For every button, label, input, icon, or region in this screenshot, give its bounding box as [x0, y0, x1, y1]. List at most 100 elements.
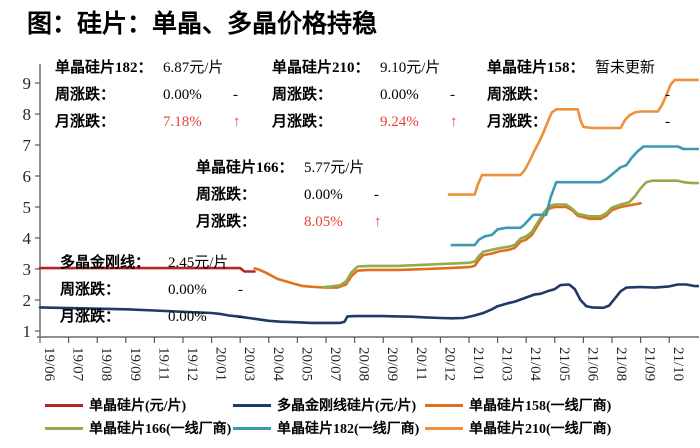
- legend-item: 单晶硅片166(一线厂商): [45, 417, 231, 439]
- legend-label: 多晶金刚线硅片(元/片): [277, 399, 417, 414]
- y-tick-label: 3: [23, 260, 32, 279]
- legend-label: 单晶硅片166(一线厂商): [89, 422, 232, 437]
- annotation-row: 月涨跌： 7.18% ↑: [55, 109, 273, 136]
- annotation-value: 9.24%: [380, 114, 419, 130]
- x-tick-label: 19/11: [155, 347, 171, 381]
- x-tick-label: 21/05: [556, 347, 572, 381]
- y-tick-label: 6: [23, 167, 32, 186]
- annotation-value: 暂未更新: [595, 60, 656, 76]
- x-tick-label: 19/08: [98, 347, 114, 381]
- annotation-value: 5.77元/片: [304, 160, 365, 176]
- legend-row: 单晶硅片(元/片) 多晶金刚线硅片(元/片) 单晶硅片158(一线厂商): [0, 394, 700, 416]
- annotation-label: 周涨跌：: [60, 282, 121, 298]
- flat-dash-mark: -: [665, 114, 670, 130]
- legend-item: 多晶金刚线硅片(元/片): [233, 394, 416, 416]
- annotation-label: 月涨跌：: [55, 114, 116, 130]
- flat-dash-mark: -: [450, 87, 455, 103]
- annotation-value: 0.00%: [304, 187, 343, 203]
- x-tick-label: 20/12: [441, 347, 457, 381]
- annotation-row: 月涨跌： -: [487, 109, 693, 136]
- annotation-row: 周涨跌： -: [487, 82, 693, 109]
- legend-line-swatch: [233, 403, 271, 407]
- legend-line-swatch: [45, 403, 83, 407]
- flat-dash-mark: -: [238, 282, 243, 298]
- annotation-label: 多晶金刚线：: [60, 255, 151, 271]
- annotation-value: 0.00%: [163, 87, 202, 103]
- x-tick-label: 19/06: [41, 347, 57, 382]
- annotation-mono182: 单晶硅片182： 6.87元/片 周涨跌： 0.00% - 月涨跌： 7.18% ↑: [55, 55, 273, 136]
- flat-dash-mark: -: [374, 187, 379, 203]
- x-tick-label: 20/05: [298, 347, 314, 381]
- annotation-label: 单晶硅片210：: [272, 60, 370, 76]
- up-arrow-icon: ↑: [233, 114, 241, 130]
- legend-item: 单晶硅片(元/片): [45, 394, 186, 416]
- annotation-label: 月涨跌：: [272, 114, 333, 130]
- x-tick-label: 21/06: [584, 347, 600, 382]
- legend-label: 单晶硅片210(一线厂商): [469, 422, 612, 437]
- x-tick-label: 21/04: [527, 347, 543, 382]
- annotation-label: 单晶硅片166：: [196, 160, 294, 176]
- x-tick-label: 20/07: [327, 347, 343, 382]
- x-tick-label: 21/08: [613, 347, 629, 381]
- legend-line-swatch: [425, 403, 463, 407]
- annotation-mono166: 单晶硅片166： 5.77元/片周涨跌： 0.00% - 月涨跌： 8.05% ↑: [196, 155, 414, 236]
- x-tick-label: 21/10: [670, 347, 686, 381]
- legend-label: 单晶硅片(元/片): [89, 399, 187, 414]
- figure-title: 图：硅片：单晶、多晶价格持稳: [27, 10, 378, 38]
- annotation-label: 单晶硅片182：: [55, 60, 153, 76]
- annotation-row: 周涨跌： 0.00% -: [272, 82, 484, 109]
- annotation-row: 周涨跌： 0.00% -: [60, 277, 270, 304]
- x-tick-label: 20/01: [213, 347, 229, 381]
- annotation-label: 月涨跌：: [196, 214, 257, 230]
- annotation-label: 单晶硅片158：: [487, 60, 585, 76]
- annotation-row: 月涨跌： 9.24% ↑: [272, 109, 484, 136]
- y-tick-label: 5: [23, 198, 32, 217]
- y-tick-label: 2: [23, 291, 32, 310]
- series-单晶硅片182(一线厂商): [450, 145, 700, 247]
- flat-dash-mark: -: [665, 87, 670, 103]
- legend-line-swatch: [45, 426, 83, 430]
- legend-line-swatch: [425, 426, 463, 430]
- annotation-value: 9.10元/片: [380, 60, 441, 76]
- legend-item: 单晶硅片210(一线厂商): [425, 417, 611, 439]
- annotation-row: 单晶硅片182： 6.87元/片: [55, 55, 273, 82]
- annotation-value: 0.00%: [168, 309, 207, 325]
- x-tick-label: 20/11: [413, 347, 429, 381]
- annotation-mono158: 单晶硅片158： 暂未更新周涨跌： - 月涨跌： -: [487, 55, 693, 136]
- annotation-value: 6.87元/片: [163, 60, 224, 76]
- x-tick-label: 20/08: [356, 347, 372, 381]
- up-arrow-icon: ↑: [374, 214, 382, 230]
- x-tick-label: 19/12: [184, 347, 200, 381]
- y-tick-label: 7: [23, 136, 32, 155]
- legend-line-swatch: [233, 426, 271, 430]
- annotation-label: 周涨跌：: [272, 87, 333, 103]
- series-单晶硅片210(一线厂商): [447, 78, 700, 196]
- x-tick-label: 20/03: [241, 347, 257, 381]
- series-单晶硅片(元/片): [38, 266, 256, 273]
- x-tick-label: 20/09: [384, 347, 400, 381]
- series-单晶硅片166(一线厂商): [321, 179, 700, 289]
- flat-dash-mark: -: [238, 309, 243, 325]
- series-单晶硅片158(一线厂商): [253, 202, 642, 289]
- annotation-row: 周涨跌： 0.00% -: [55, 82, 273, 109]
- annotation-value: 2.45元/片: [168, 255, 229, 271]
- annotation-value: 0.00%: [168, 282, 207, 298]
- annotation-label: 周涨跌：: [196, 187, 257, 203]
- legend-label: 单晶硅片182(一线厂商): [277, 422, 420, 437]
- x-tick-label: 21/01: [470, 347, 486, 381]
- annotation-row: 单晶硅片210： 9.10元/片: [272, 55, 484, 82]
- annotation-label: 月涨跌：: [60, 309, 121, 325]
- legend-item: 单晶硅片158(一线厂商): [425, 394, 611, 416]
- flat-dash-mark: -: [233, 87, 238, 103]
- series-多晶金刚线硅片(元/片): [38, 283, 700, 325]
- annotation-label: 月涨跌：: [487, 114, 548, 130]
- x-tick-label: 20/04: [270, 347, 286, 382]
- annotation-row: 月涨跌： 8.05% ↑: [196, 209, 414, 236]
- annotation-row: 单晶硅片166： 5.77元/片: [196, 155, 414, 182]
- annotation-label: 周涨跌：: [487, 87, 548, 103]
- annotation-row: 月涨跌： 0.00% -: [60, 304, 270, 331]
- annotation-value: 0.00%: [380, 87, 419, 103]
- legend-row: 单晶硅片166(一线厂商) 单晶硅片182(一线厂商) 单晶硅片210(一线厂商): [0, 417, 700, 439]
